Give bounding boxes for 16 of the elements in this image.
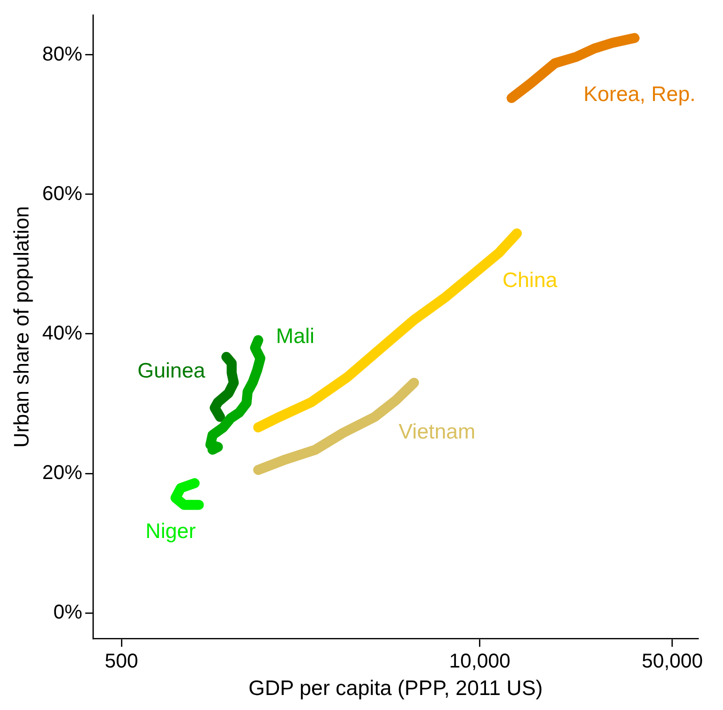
x-tick-label: 10,000 — [449, 650, 510, 672]
y-tick-label: 0% — [53, 602, 82, 624]
y-tick-label: 40% — [42, 322, 82, 344]
series-label: Mali — [276, 324, 314, 348]
y-axis-title: Urban share of population — [10, 206, 34, 448]
y-tick-label: 60% — [42, 182, 82, 205]
x-axis-title: GDP per capita (PPP, 2011 US) — [248, 677, 543, 700]
series-label: Vietnam — [398, 420, 476, 444]
series-label: Korea, Rep. — [584, 82, 696, 106]
series-label: China — [502, 269, 558, 292]
series-label: Niger — [146, 520, 196, 543]
series-label: Guinea — [137, 360, 206, 383]
y-tick-label: 20% — [42, 462, 82, 484]
x-tick-label: 500 — [104, 650, 138, 672]
y-tick-label: 80% — [42, 43, 82, 66]
x-tick-label: 50,000 — [642, 650, 703, 672]
